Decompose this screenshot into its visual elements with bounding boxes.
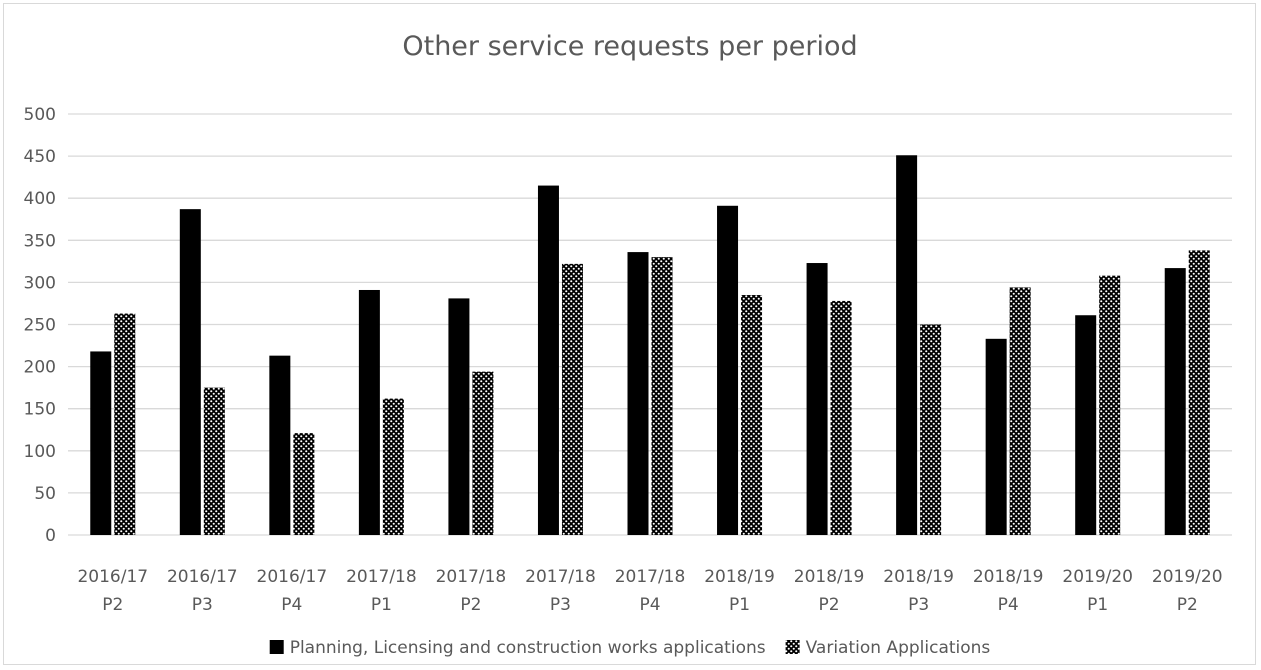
bar-variation	[830, 300, 852, 535]
y-tick-label: 350	[24, 231, 56, 251]
legend-label-variation: Variation Applications	[806, 638, 991, 658]
bar-planning	[1164, 268, 1186, 535]
bar-variation	[114, 313, 136, 535]
y-axis-ticks: 0 50 100 150 200 250 300 350 400 450 500	[24, 105, 56, 546]
x-tick-label: 2019/20	[1062, 567, 1133, 587]
y-tick-label: 450	[24, 147, 56, 167]
bar-planning	[90, 351, 112, 535]
x-tick-label: P4	[998, 595, 1019, 615]
legend-swatch-planning	[269, 640, 284, 654]
bar-variation	[472, 371, 494, 535]
bar-planning	[806, 263, 828, 535]
y-tick-label: 500	[24, 105, 56, 125]
x-tick-label: 2017/18	[436, 567, 507, 587]
bar-planning	[448, 298, 470, 535]
x-tick-label: 2018/19	[794, 567, 865, 587]
bar-variation	[561, 263, 583, 535]
x-tick-label: P4	[639, 595, 660, 615]
x-tick-label: 2018/19	[973, 567, 1044, 587]
bar-variation	[382, 398, 404, 535]
x-tick-label: 2016/17	[77, 567, 148, 587]
legend-label-planning: Planning, Licensing and construction wor…	[290, 638, 766, 658]
bar-variation	[1188, 250, 1210, 536]
bar-variation	[293, 433, 315, 535]
x-tick-label: 2016/17	[257, 567, 328, 587]
x-tick-label: 2019/20	[1152, 567, 1223, 587]
bar-variation	[920, 324, 942, 535]
x-tick-label: P1	[1087, 595, 1108, 615]
bar-planning	[537, 185, 559, 535]
x-tick-label: 2016/17	[167, 567, 238, 587]
bars	[90, 155, 1210, 536]
y-tick-label: 400	[24, 189, 56, 209]
x-tick-label: P4	[281, 595, 302, 615]
bar-variation	[1009, 287, 1031, 535]
y-tick-label: 250	[24, 316, 56, 336]
x-axis-ticks: 2016/17 P2 2016/17 P3 2016/17 P4 2017/18 P1 2017…	[77, 567, 1222, 615]
x-tick-label: P2	[102, 595, 123, 615]
y-tick-label: 150	[24, 400, 56, 420]
bar-variation	[741, 295, 763, 535]
x-tick-label: P3	[550, 595, 571, 615]
bar-planning	[1075, 315, 1097, 535]
bar-variation	[1099, 275, 1121, 535]
x-tick-label: P2	[819, 595, 840, 615]
legend-swatch-variation	[785, 640, 800, 654]
bar-variation	[203, 387, 225, 535]
x-tick-label: 2017/18	[615, 567, 686, 587]
bar-planning	[179, 209, 201, 535]
bar-planning	[896, 155, 918, 535]
bar-planning	[627, 252, 649, 535]
bar-planning	[358, 289, 380, 535]
legend: Planning, Licensing and construction wor…	[269, 638, 991, 658]
x-tick-label: 2018/19	[883, 567, 954, 587]
y-tick-label: 300	[24, 273, 56, 293]
bar-planning	[985, 338, 1007, 535]
x-tick-label: P2	[1177, 595, 1198, 615]
y-tick-label: 100	[24, 442, 56, 462]
x-tick-label: P2	[460, 595, 481, 615]
y-tick-label: 200	[24, 358, 56, 378]
y-tick-label: 0	[45, 526, 56, 546]
x-tick-label: 2017/18	[525, 567, 596, 587]
y-tick-label: 50	[34, 484, 56, 504]
x-tick-label: 2018/19	[704, 567, 775, 587]
x-tick-label: P1	[729, 595, 750, 615]
x-tick-label: P3	[192, 595, 213, 615]
bar-variation	[651, 257, 673, 535]
x-tick-label: P1	[371, 595, 392, 615]
x-tick-label: P3	[908, 595, 929, 615]
x-tick-label: 2017/18	[346, 567, 417, 587]
gridlines	[68, 113, 1232, 536]
bar-planning	[717, 205, 739, 535]
bar-planning	[269, 355, 291, 535]
chart-title: Other service requests per period	[402, 31, 857, 62]
